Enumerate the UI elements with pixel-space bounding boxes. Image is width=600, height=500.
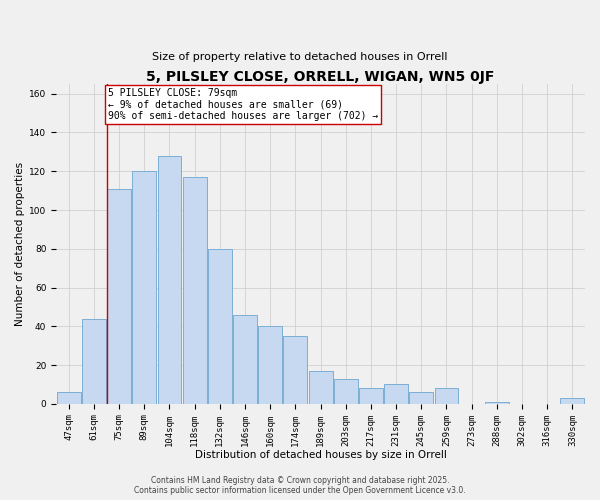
Bar — [359, 388, 383, 404]
Bar — [409, 392, 433, 404]
Bar — [384, 384, 408, 404]
Bar — [57, 392, 80, 404]
Bar — [560, 398, 584, 404]
Title: 5, PILSLEY CLOSE, ORRELL, WIGAN, WN5 0JF: 5, PILSLEY CLOSE, ORRELL, WIGAN, WN5 0JF — [146, 70, 495, 84]
Bar — [158, 156, 181, 404]
Bar — [208, 249, 232, 404]
Text: Size of property relative to detached houses in Orrell: Size of property relative to detached ho… — [152, 52, 448, 62]
Text: Contains HM Land Registry data © Crown copyright and database right 2025.
Contai: Contains HM Land Registry data © Crown c… — [134, 476, 466, 495]
Bar — [283, 336, 307, 404]
Bar — [308, 371, 332, 404]
Bar — [182, 177, 206, 404]
Text: 5 PILSLEY CLOSE: 79sqm
← 9% of detached houses are smaller (69)
90% of semi-deta: 5 PILSLEY CLOSE: 79sqm ← 9% of detached … — [108, 88, 378, 121]
Bar — [133, 171, 156, 404]
Bar — [233, 314, 257, 404]
Bar — [434, 388, 458, 404]
Bar — [107, 188, 131, 404]
X-axis label: Distribution of detached houses by size in Orrell: Distribution of detached houses by size … — [194, 450, 446, 460]
Bar — [258, 326, 282, 404]
Y-axis label: Number of detached properties: Number of detached properties — [15, 162, 25, 326]
Bar — [334, 378, 358, 404]
Bar — [485, 402, 509, 404]
Bar — [82, 318, 106, 404]
